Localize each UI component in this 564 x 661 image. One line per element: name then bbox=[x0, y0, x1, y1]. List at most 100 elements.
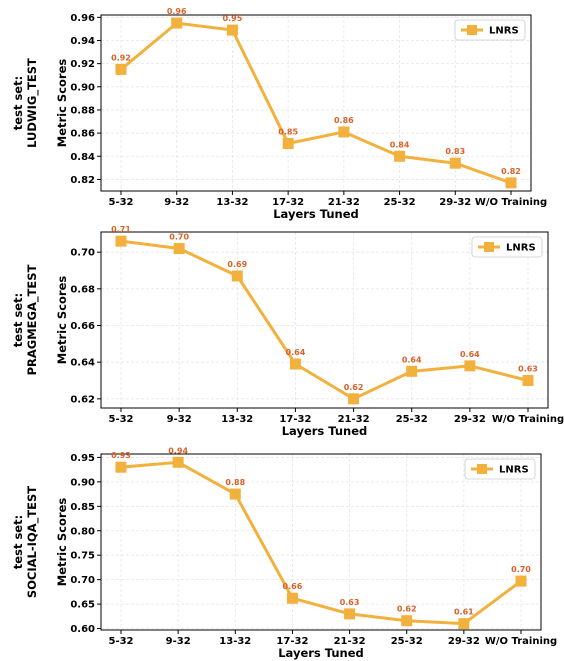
data-label: 0.84 bbox=[390, 140, 410, 149]
y-tick-label: 0.62 bbox=[70, 394, 95, 405]
row-label-line: PRAGMEGA_TEST bbox=[25, 264, 40, 375]
data-point bbox=[231, 270, 243, 282]
data-point bbox=[458, 618, 470, 630]
y-axis-label: Metric Scores bbox=[55, 276, 69, 365]
axes-frame bbox=[100, 453, 542, 631]
data-label: 0.83 bbox=[445, 147, 465, 156]
x-tick-label: 21-32 bbox=[338, 414, 370, 425]
legend-marker bbox=[477, 464, 487, 474]
data-point bbox=[406, 365, 418, 377]
data-label: 0.61 bbox=[454, 608, 474, 617]
data-label: 0.62 bbox=[397, 605, 417, 614]
row-label: test set:LUDWIG_TEST bbox=[11, 58, 40, 148]
data-point bbox=[172, 456, 184, 468]
axes-frame bbox=[100, 14, 532, 192]
legend: LNRS bbox=[454, 19, 526, 41]
data-label: 0.85 bbox=[278, 128, 298, 137]
series-line-lnrs bbox=[120, 460, 522, 626]
y-tick-label: 0.82 bbox=[70, 175, 95, 186]
x-tick-label: 9-32 bbox=[167, 414, 192, 425]
data-point bbox=[515, 575, 527, 587]
data-label: 0.62 bbox=[344, 383, 364, 392]
x-tick-label: 13-32 bbox=[219, 636, 251, 647]
y-tick-label: 0.90 bbox=[70, 477, 95, 488]
data-point bbox=[115, 461, 127, 473]
x-tick-label: 29-32 bbox=[448, 636, 480, 647]
x-tick-label: 5-32 bbox=[108, 636, 133, 647]
y-tick-label: 0.88 bbox=[70, 105, 95, 116]
x-tick-label: 13-32 bbox=[221, 414, 253, 425]
data-point bbox=[344, 608, 356, 620]
data-label: 0.64 bbox=[460, 350, 480, 359]
legend-label: LNRS bbox=[499, 465, 529, 476]
data-point bbox=[401, 615, 413, 627]
y-tick-label: 0.70 bbox=[70, 575, 95, 586]
x-tick-label: 29-32 bbox=[454, 414, 486, 425]
chart-panel-2: 0.62 0.64 0.66 0.68 0.70 5-32 9-32 13-32 17-32 21… bbox=[11, 225, 564, 438]
data-label: 0.94 bbox=[168, 446, 188, 455]
data-label: 0.93 bbox=[111, 451, 131, 460]
chart-panel-1: 0.82 0.84 0.86 0.88 0.90 0.92 0.94 0.96 5-32 9-32… bbox=[11, 7, 547, 221]
row-label: test set:SOCIAL-IQA_TEST bbox=[11, 486, 40, 598]
data-point bbox=[464, 360, 476, 372]
x-tick-label: 5-32 bbox=[108, 197, 133, 208]
x-axis-label: Layers Tuned bbox=[273, 207, 359, 221]
y-tick-label: 0.80 bbox=[70, 526, 95, 537]
x-tick-label: 9-32 bbox=[164, 197, 189, 208]
series-line-lnrs bbox=[120, 21, 512, 185]
y-tick-label: 0.60 bbox=[70, 624, 95, 635]
row-label-line: LUDWIG_TEST bbox=[25, 58, 40, 148]
axes-frame bbox=[100, 231, 549, 409]
y-tick-label: 0.68 bbox=[70, 284, 95, 295]
data-label: 0.66 bbox=[283, 582, 303, 591]
legend-label: LNRS bbox=[506, 243, 536, 254]
row-label-line: SOCIAL-IQA_TEST bbox=[25, 486, 40, 598]
x-tick-label: 29-32 bbox=[439, 197, 471, 208]
y-tick-label: 0.94 bbox=[70, 36, 95, 47]
y-axis-label: Metric Scores bbox=[55, 498, 69, 587]
x-axis-label: Layers Tuned bbox=[282, 424, 368, 438]
x-tick-label: 17-32 bbox=[279, 414, 311, 425]
y-tick-label: 0.85 bbox=[70, 502, 95, 513]
row-label: test set:PRAGMEGA_TEST bbox=[11, 264, 40, 375]
y-tick-label: 0.92 bbox=[70, 59, 95, 70]
y-tick-label: 0.95 bbox=[70, 453, 95, 464]
x-tick-label: W/O Training bbox=[485, 636, 557, 647]
x-tick-label: 25-32 bbox=[384, 197, 416, 208]
y-tick-label: 0.96 bbox=[70, 13, 95, 24]
data-label: 0.64 bbox=[286, 348, 306, 357]
plot-area bbox=[101, 15, 531, 191]
x-tick-label: 9-32 bbox=[166, 636, 191, 647]
plot-area bbox=[101, 232, 548, 408]
x-tick-label: W/O Training bbox=[492, 414, 564, 425]
y-tick-label: 0.65 bbox=[70, 600, 95, 611]
chart-panel-3: 0.60 0.65 0.70 0.75 0.80 0.85 0.90 0.95 5-32 9-32… bbox=[11, 446, 557, 660]
x-tick-label: 21-32 bbox=[328, 197, 360, 208]
data-label: 0.69 bbox=[227, 260, 247, 269]
x-tick-label: 25-32 bbox=[391, 636, 423, 647]
data-label: 0.70 bbox=[169, 233, 189, 242]
data-point bbox=[115, 235, 127, 247]
x-tick-label: W/O Training bbox=[475, 197, 547, 208]
series-line-lnrs bbox=[120, 239, 529, 401]
legend-label: LNRS bbox=[489, 26, 519, 37]
data-point bbox=[286, 592, 298, 604]
data-label: 0.70 bbox=[511, 565, 531, 574]
data-point bbox=[522, 375, 534, 386]
data-point bbox=[226, 24, 238, 36]
data-point bbox=[171, 17, 183, 29]
data-label: 0.64 bbox=[402, 355, 422, 364]
data-point bbox=[229, 488, 241, 500]
y-tick-label: 0.70 bbox=[70, 248, 95, 259]
data-label: 0.86 bbox=[334, 116, 354, 125]
row-label-line: test set: bbox=[11, 293, 25, 347]
y-tick-label: 0.75 bbox=[70, 551, 95, 562]
legend: LNRS bbox=[471, 236, 543, 258]
data-point bbox=[173, 243, 185, 254]
data-point bbox=[338, 126, 350, 138]
data-label: 0.82 bbox=[501, 167, 521, 176]
data-point bbox=[505, 177, 517, 189]
row-label-line: test set: bbox=[11, 515, 25, 569]
data-point bbox=[348, 393, 360, 405]
plot-area bbox=[101, 454, 541, 630]
